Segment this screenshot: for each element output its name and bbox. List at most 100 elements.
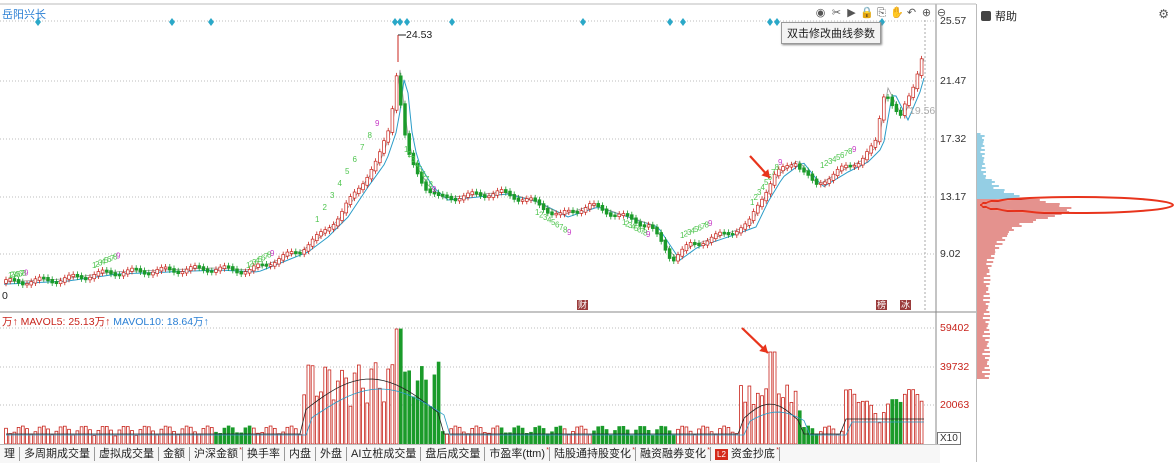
candle-body — [646, 224, 651, 228]
volume-ma5 — [6, 378, 924, 435]
candle-body — [751, 211, 756, 221]
volume-bar — [12, 431, 17, 444]
candle-body — [823, 181, 827, 185]
lock-icon[interactable]: 🔒 — [860, 6, 874, 19]
candle-body — [134, 267, 138, 271]
indicator-tab-label: 市盈率(ttm) — [489, 448, 546, 460]
volume-bar — [848, 389, 852, 444]
signal-digit: 2 — [539, 211, 544, 220]
signal-digit: 2 — [824, 159, 829, 168]
candle-body — [71, 273, 75, 277]
volume-bar — [634, 429, 638, 444]
indicator-tab[interactable]: 盘后成交量 — [421, 447, 486, 461]
signal-digit: 4 — [255, 257, 260, 266]
candle-body — [201, 266, 206, 271]
volume-bar — [159, 428, 164, 444]
signal-digit: 3 — [252, 258, 257, 267]
candle-body — [894, 103, 899, 113]
candle-body — [701, 243, 705, 246]
hand-icon[interactable]: ✋ — [890, 6, 904, 19]
candle-body — [357, 187, 361, 194]
candle-body — [508, 190, 512, 197]
play-icon[interactable]: ▶ — [847, 6, 856, 19]
indicator-tab[interactable]: 金额 — [159, 447, 190, 461]
undo-icon[interactable]: ↶ — [906, 6, 917, 19]
event-marker-ranking[interactable]: 榜 — [876, 300, 888, 310]
candle-body — [373, 160, 378, 172]
signal-digit: 2 — [249, 260, 254, 269]
candle-body — [831, 173, 836, 181]
gear-icon[interactable]: ⚙ — [1158, 7, 1169, 21]
candle-body — [33, 278, 38, 284]
signal-digit: 1 — [8, 271, 13, 280]
signal-digit: 7 — [264, 252, 269, 261]
indicator-tab[interactable]: 外盘 — [316, 447, 347, 461]
volume-bar — [314, 395, 319, 444]
indicator-tab-label: 内盘 — [289, 448, 311, 460]
zoom-out-icon[interactable]: ⊖ — [936, 6, 947, 19]
volume-bar — [16, 427, 21, 444]
volume-bar — [554, 426, 558, 444]
eye-icon[interactable]: ◉ — [815, 6, 826, 19]
indicator-tab[interactable]: 内盘 — [285, 447, 316, 461]
volume-bar — [130, 430, 134, 444]
candle-body — [142, 270, 147, 275]
volume-bar — [4, 427, 8, 444]
indicator-tab[interactable]: AI立桩成交量 — [347, 447, 422, 461]
indicator-tab-label: 理 — [4, 448, 15, 460]
candle-body — [915, 73, 920, 90]
signal-digit: 2 — [625, 220, 630, 229]
export-icon[interactable]: ⎘ — [877, 6, 886, 19]
chart-canvas[interactable]: 1234567891234567891234567891234567891234… — [0, 0, 976, 444]
candle-body — [113, 272, 117, 277]
indicator-tab[interactable]: 陆股通持股变化 * — [550, 447, 637, 461]
zoom-in-icon[interactable]: ⊕ — [921, 6, 932, 19]
volume-bar — [151, 430, 155, 444]
volume-bar — [92, 435, 97, 444]
signal-digit: 8 — [22, 269, 27, 278]
volume-bar — [180, 428, 185, 444]
volume-unit-badge[interactable]: X10 — [937, 432, 961, 445]
candle-body — [155, 269, 159, 274]
signal-digit: 6 — [698, 224, 703, 233]
signal-digit: 7 — [771, 168, 776, 177]
candle-body — [243, 271, 248, 275]
help-header[interactable]: 帮助 — [981, 8, 1017, 24]
indicator-tab[interactable]: 换手率 — [243, 447, 285, 461]
signal-digit: 6 — [107, 255, 112, 264]
candle-body — [827, 178, 831, 184]
event-marker-ice[interactable]: 冰 — [900, 300, 912, 310]
indicator-tab[interactable]: 多周期成交量 — [20, 447, 95, 461]
indicator-tab[interactable]: 虚拟成交量 — [95, 447, 159, 461]
candle-body — [365, 177, 369, 186]
ma-line-short — [3, 58, 925, 283]
volume-bar — [155, 434, 160, 444]
peak-price-label: 24.53 — [406, 29, 433, 41]
scissors-icon[interactable]: ✂ — [831, 6, 842, 19]
candle-body — [798, 163, 802, 170]
candle-body — [302, 249, 306, 255]
candle-body — [680, 248, 684, 257]
candle-body — [676, 254, 680, 262]
indicator-tab[interactable]: 沪深金额 * — [190, 447, 243, 461]
indicator-tab[interactable]: 市盈率(ttm) * — [485, 447, 551, 461]
volume-bar — [911, 389, 915, 444]
volume-bar — [293, 428, 298, 444]
volume-bar — [88, 429, 92, 444]
candle-body — [138, 268, 143, 273]
volume-bar — [167, 426, 172, 444]
candle-body — [315, 234, 319, 241]
signal-digit: 9 — [852, 145, 857, 154]
signal-digit: 8 — [267, 251, 272, 260]
indicator-tab[interactable]: 理 — [0, 447, 20, 461]
price-axis-label: 13.17 — [940, 191, 967, 203]
indicator-tab[interactable]: 融资融券变化 * — [636, 447, 712, 461]
indicator-tab[interactable]: L2 资金抄底 * — [711, 447, 780, 461]
candle-body — [58, 280, 63, 285]
event-marker-finance[interactable]: 财 — [577, 300, 589, 310]
volume-bar — [415, 380, 420, 444]
volume-bar — [772, 351, 777, 444]
signal-digit: 7 — [20, 269, 25, 278]
candle-body — [487, 195, 491, 198]
candle-body — [739, 227, 743, 234]
